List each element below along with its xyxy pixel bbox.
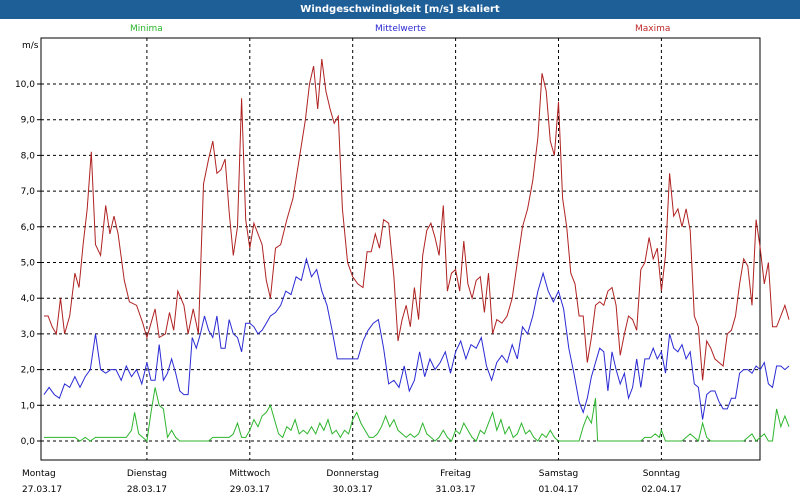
x-tick-date: 27.03.17 [22,485,62,495]
x-tick-date: 28.03.17 [127,485,167,495]
plot-frame [40,37,761,461]
y-unit-label: m/s [22,41,39,51]
legend-minima: Minima [130,24,163,34]
x-tick-day: Samstag [539,469,578,479]
y-tick-label: 9,0 [21,116,36,126]
y-tick-label: 8,0 [21,151,36,161]
series-line-mittelwerte [43,256,790,420]
x-tick-labels: Montag 27.03.17 Dienstag 28.03.17 Mittwoch 29… [22,469,681,495]
y-tick-label: 0,0 [21,437,36,447]
legend-mittelwerte: Mittelwerte [375,24,427,34]
y-tick-label: 10,0 [15,80,35,90]
y-tick-label: 4,0 [21,294,36,304]
y-tick-labels: 0,0 1,0 2,0 3,0 4,0 5,0 6,0 7,0 8,0 9,0 10,0 [15,80,41,447]
x-tick-day: Montag [22,469,56,479]
gridlines [41,38,760,460]
series-line-maxima [44,58,790,381]
series-line-minima [44,387,790,442]
y-tick-label: 5,0 [21,259,36,269]
legend-maxima: Maxima [635,24,671,34]
x-tick-day: Dienstag [127,469,167,479]
x-tick-date: 29.03.17 [230,485,270,495]
y-tick-label: 2,0 [21,366,36,376]
x-tick-day: Donnerstag [326,469,379,479]
x-tick-day: Mittwoch [229,469,270,479]
y-tick-label: 6,0 [21,223,36,233]
x-tick-day: Freitag [440,469,471,479]
y-tick-label: 3,0 [21,330,36,340]
series-lines [43,58,790,442]
x-tick-date: 01.04.17 [538,485,578,495]
y-tick-label: 7,0 [21,187,36,197]
x-tick-date: 30.03.17 [333,485,373,495]
x-tick-date: 31.03.17 [436,485,476,495]
x-tick-date: 02.04.17 [641,485,681,495]
y-tick-label: 1,0 [21,401,36,411]
x-tick-day: Sonntag [643,469,680,479]
chart-title: Windgeschwindigkeit [m/s] skaliert [0,0,800,19]
